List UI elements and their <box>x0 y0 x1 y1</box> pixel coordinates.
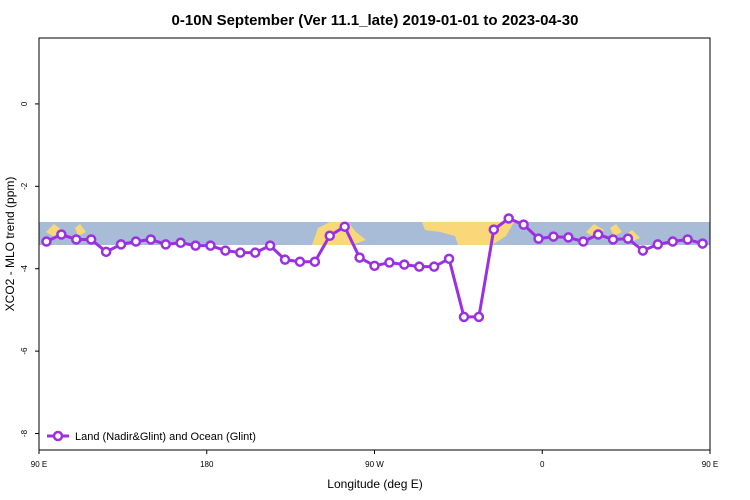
legend-marker <box>52 430 64 442</box>
point <box>309 256 321 267</box>
point <box>235 247 246 258</box>
y-tick-label: 0 <box>20 101 29 106</box>
point <box>294 256 306 267</box>
point <box>652 239 664 250</box>
x-tick-label: 90 W <box>365 460 384 469</box>
point <box>622 233 634 244</box>
y-tick-label: -8 <box>20 429 29 437</box>
point <box>339 221 350 232</box>
point <box>190 240 201 251</box>
point <box>160 239 171 250</box>
point <box>85 234 97 245</box>
point <box>518 219 529 230</box>
point <box>264 240 276 251</box>
point <box>413 261 425 272</box>
point <box>205 240 216 251</box>
point <box>548 231 559 242</box>
x-tick-label: 90 E <box>702 460 718 469</box>
point <box>443 253 455 265</box>
point <box>682 234 693 245</box>
chart-title: 0-10N September (Ver 11.1_late) 2019-01-… <box>172 12 579 29</box>
point <box>473 311 485 323</box>
legend-label: Land (Nadir&Glint) and Ocean (Glint) <box>75 431 256 443</box>
point <box>145 234 157 245</box>
point <box>130 236 142 247</box>
y-tick-label: -6 <box>20 347 29 355</box>
point <box>578 236 589 247</box>
point <box>115 239 127 250</box>
point <box>56 229 67 240</box>
point <box>563 232 574 243</box>
point <box>592 229 604 240</box>
point <box>249 247 261 258</box>
point <box>220 245 231 256</box>
point <box>399 259 410 270</box>
point <box>667 236 678 247</box>
point <box>503 213 514 224</box>
point <box>324 230 336 242</box>
point <box>100 246 112 258</box>
x-tick-label: 180 <box>200 460 214 469</box>
point <box>354 252 365 263</box>
x-axis-label: Longitude (deg E) <box>327 477 422 491</box>
point <box>428 261 440 272</box>
y-axis-label: XCO2 - MLO trend (ppm) <box>3 177 17 312</box>
point <box>175 237 186 249</box>
y-tick-label: -4 <box>20 265 29 273</box>
point <box>71 234 82 245</box>
point <box>384 257 395 268</box>
point <box>279 254 291 265</box>
point <box>458 311 470 323</box>
y-tick-label: -2 <box>20 182 29 190</box>
point <box>533 233 544 244</box>
x-tick-label: 90 E <box>31 460 47 469</box>
point <box>488 224 500 235</box>
x-tick-label: 0 <box>540 460 545 469</box>
point <box>41 236 52 247</box>
point <box>637 245 649 256</box>
point <box>369 260 380 272</box>
point <box>697 238 708 249</box>
point <box>607 234 619 245</box>
